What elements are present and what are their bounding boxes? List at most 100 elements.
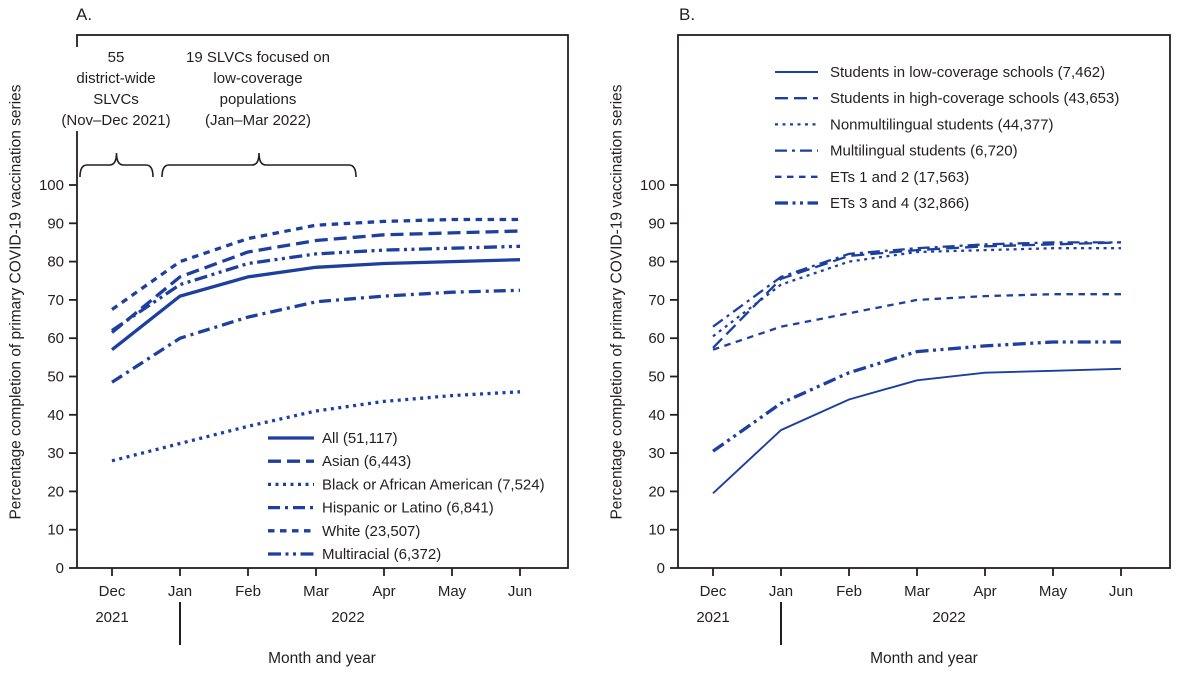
panel-a-series-line-1 [110, 229, 521, 334]
panel-a-legend-item-1: Asian (6,443) [268, 453, 411, 470]
annotation-line: 19 SLVCs focused on [186, 49, 330, 66]
panel-a-year-2021: 2021 [95, 609, 129, 626]
x-axis-month-label: Mar [904, 583, 930, 600]
x-axis-month-label: May [1039, 583, 1068, 600]
y-axis-tick-label: 0 [657, 560, 665, 577]
panel-b-series-line-5 [712, 340, 1121, 453]
x-axis-month-label: Dec [99, 583, 126, 600]
x-axis-month-label: Jun [508, 583, 532, 600]
panel-a-label: A. [76, 5, 93, 24]
panel-a-series-line-2 [111, 390, 521, 463]
panel-b-legend-item-2: Nonmultilingual students (44,377) [775, 116, 1053, 133]
y-axis-tick-label: 30 [648, 445, 665, 462]
panel-b-legend-item-0: Students in low-coverage schools (7,462) [775, 64, 1105, 81]
panel-b-year-divider [780, 602, 782, 645]
panel-a-plot-border [76, 34, 569, 569]
annotation-brace [161, 152, 357, 178]
annotation-line: SLVCs [93, 91, 139, 108]
panel-b-year-2021: 2021 [696, 609, 730, 626]
panel-a-year-divider [179, 602, 181, 645]
y-axis-tick-label: 90 [648, 215, 665, 232]
panel-b-legend-item-3: Multilingual students (6,720) [775, 143, 1018, 160]
panel-b-label: B. [679, 5, 696, 24]
legend-label: All (51,117) [322, 430, 398, 447]
panel-a-legend-item-2: Black or African American (7,524) [268, 476, 545, 493]
y-axis-tick-label: 20 [47, 483, 64, 500]
panel-a-legend-item-5: Multiracial (6,372) [268, 546, 441, 563]
panel-a-year-2022: 2022 [331, 609, 365, 626]
y-axis-tick-label: 50 [648, 369, 665, 386]
panel-a-y-axis-title: Percentage completion of primary COVID-1… [7, 84, 25, 520]
y-axis-tick-label: 70 [47, 292, 64, 309]
y-axis-tick-label: 60 [648, 330, 665, 347]
y-axis-tick-label: 10 [47, 522, 64, 539]
annotation-line: populations [219, 91, 297, 108]
y-axis-tick-label: 70 [648, 292, 665, 309]
y-axis-tick-label: 30 [47, 445, 64, 462]
x-axis-month-label: May [438, 583, 467, 600]
legend-label: ETs 1 and 2 (17,563) [830, 169, 969, 186]
y-axis-tick-label: 50 [47, 369, 64, 386]
panel-b-series-line-2 [712, 247, 1121, 338]
panel-b-year-2022: 2022 [932, 609, 966, 626]
y-axis-tick-label: 20 [648, 483, 665, 500]
y-axis-tick-label: 10 [648, 522, 665, 539]
y-axis-tick-label: 0 [56, 560, 64, 577]
annotation-brace [79, 152, 154, 178]
panel-b-legend-item-4: ETs 1 and 2 (17,563) [775, 169, 969, 186]
panel-b-plot-border [677, 34, 1171, 569]
y-axis-tick-label: 80 [648, 254, 665, 271]
x-axis-month-label: Jun [1109, 583, 1133, 600]
y-axis-tick-label: 100 [39, 177, 64, 194]
legend-label: Students in low-coverage schools (7,462) [830, 64, 1105, 81]
x-axis-month-label: Jan [168, 583, 192, 600]
x-axis-month-label: Feb [235, 583, 261, 600]
panel-a-legend-item-0: All (51,117) [268, 430, 398, 447]
x-axis-month-label: Mar [303, 583, 329, 600]
panel-a-series-line-0 [110, 258, 521, 351]
x-axis-month-label: Jan [769, 583, 793, 600]
legend-label: Asian (6,443) [322, 453, 411, 470]
legend-label: Black or African American (7,524) [322, 476, 545, 493]
x-axis-month-label: Feb [836, 583, 862, 600]
panel-a-legend-item-3: Hispanic or Latino (6,841) [268, 500, 494, 517]
x-axis-month-label: Apr [372, 583, 395, 600]
annotation-line: district-wide [76, 70, 156, 87]
x-axis-month-label: Dec [700, 583, 727, 600]
legend-label: ETs 3 and 4 (32,866) [830, 195, 969, 212]
legend-label: Students in high-coverage schools (43,65… [830, 90, 1119, 107]
panel-b: 0 10 20 30 40 50 60 70 80 90 100 Dec Jan Feb Mar Apr May… [640, 34, 1171, 600]
panel-b-series-line-0 [712, 367, 1122, 494]
panel-a-series-line-5 [111, 244, 521, 332]
y-axis-tick-label: 90 [47, 215, 64, 232]
panel-a-annotation-focused-slvcs: 19 SLVCs focused on low-coverage populat… [172, 47, 344, 131]
legend-label: White (23,507) [322, 523, 420, 540]
panel-a-series-line-4 [111, 217, 520, 311]
panel-a-series-line-3 [111, 288, 521, 384]
annotation-line: (Nov–Dec 2021) [61, 112, 171, 129]
y-axis-tick-label: 40 [47, 407, 64, 424]
legend-label: Hispanic or Latino (6,841) [322, 500, 494, 517]
panel-a-annotation-districtwide-slvcs: 55 district-wide SLVCs (Nov–Dec 2021) [54, 47, 178, 131]
panel-b-series-line-4 [712, 293, 1121, 351]
x-axis-month-label: Apr [973, 583, 996, 600]
y-axis-tick-label: 100 [640, 177, 665, 194]
y-axis-tick-label: 40 [648, 407, 665, 424]
panel-b-series-line-1 [712, 241, 1122, 349]
panel-a: 0 10 20 30 40 50 60 70 80 90 100 Dec Jan Feb Mar Apr May… [39, 34, 569, 600]
y-axis-tick-label: 60 [47, 330, 64, 347]
panel-a-legend-item-4: White (23,507) [268, 523, 420, 540]
panel-b-legend-item-1: Students in high-coverage schools (43,65… [775, 90, 1119, 107]
annotation-line: 55 [107, 49, 125, 66]
panel-a-x-axis-title: Month and year [268, 650, 376, 667]
annotation-line: low-coverage [213, 70, 303, 87]
y-axis-tick-label: 80 [47, 254, 64, 271]
legend-label: Multiracial (6,372) [322, 546, 441, 563]
panel-b-legend-item-5: ETs 3 and 4 (32,866) [775, 195, 969, 212]
annotation-line: (Jan–Mar 2022) [205, 112, 311, 129]
panel-b-y-axis-title: Percentage completion of primary COVID-1… [608, 84, 626, 520]
panel-b-series-line-3 [712, 241, 1121, 328]
panel-b-x-axis-title: Month and year [870, 650, 978, 667]
